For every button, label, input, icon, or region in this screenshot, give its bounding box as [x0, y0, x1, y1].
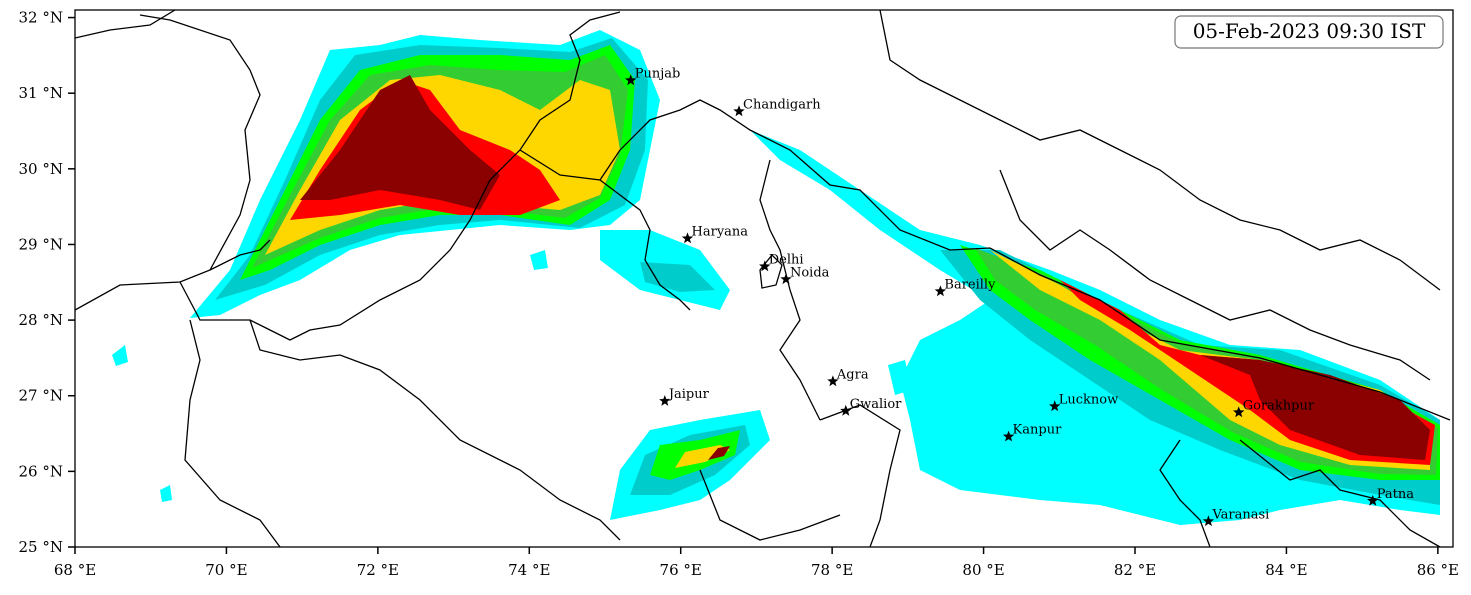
- x-tick-label: 68 °E: [54, 561, 96, 579]
- y-tick-label: 29 °N: [19, 235, 63, 253]
- city-marker: [681, 232, 694, 244]
- x-tick-label: 82 °E: [1114, 561, 1156, 579]
- timestamp: 05-Feb-2023 09:30 IST: [1193, 19, 1426, 43]
- precipitation-field: [112, 30, 1440, 525]
- y-tick-label: 28 °N: [19, 311, 63, 329]
- x-tick-label: 86 °E: [1417, 561, 1459, 579]
- city-marker: [1233, 406, 1245, 418]
- city-label: Chandigarh: [743, 97, 821, 112]
- plot-frame: [74, 9, 1454, 548]
- timestamp-box: [1174, 15, 1444, 49]
- city-marker: [780, 273, 792, 285]
- city-label: Punjab: [635, 66, 681, 81]
- city-marker: [934, 285, 947, 297]
- city-label: Bareilly: [944, 277, 996, 292]
- city-marker: [733, 105, 745, 117]
- city-label: Noida: [790, 265, 830, 280]
- y-tick-label: 25 °N: [19, 538, 63, 556]
- city-marker: [1202, 515, 1215, 527]
- city-label: Lucknow: [1059, 392, 1119, 407]
- city-marker: [827, 375, 839, 387]
- city-marker: [1049, 400, 1061, 412]
- y-tick-label: 32 °N: [19, 9, 63, 27]
- city-label: Varanasi: [1211, 507, 1269, 522]
- city-label: Patna: [1377, 487, 1415, 502]
- x-tick-label: 80 °E: [962, 561, 1004, 579]
- city-marker: [840, 404, 852, 416]
- x-tick-label: 84 °E: [1265, 561, 1307, 579]
- city-marker: [759, 260, 771, 272]
- city-marker: [625, 74, 637, 86]
- y-tick-label: 27 °N: [19, 387, 63, 405]
- city-label: Gwalior: [850, 397, 902, 412]
- city-marker: [1002, 430, 1015, 442]
- y-tick-label: 30 °N: [19, 160, 63, 178]
- x-tick-label: 74 °E: [508, 561, 550, 579]
- city-label: Gorakhpur: [1243, 398, 1315, 413]
- city-label: Kanpur: [1013, 423, 1063, 438]
- y-tick-label: 31 °N: [19, 84, 63, 102]
- y-tick-label: 26 °N: [19, 462, 63, 480]
- city-marker: [659, 395, 671, 406]
- borders: [75, 10, 1451, 547]
- x-tick-label: 76 °E: [660, 561, 702, 579]
- city-label: Jaipur: [667, 387, 710, 402]
- x-tick-label: 78 °E: [811, 561, 853, 579]
- city-marker: [1367, 494, 1379, 506]
- city-label: Agra: [836, 367, 869, 382]
- city-label: Haryana: [692, 224, 749, 239]
- x-tick-label: 72 °E: [357, 561, 399, 579]
- axes: 68 °E 70 °E 72 °E 74 °E 76 °E 78 °E 80 °E 82 °E…: [19, 9, 1459, 579]
- x-tick-label: 70 °E: [205, 561, 247, 579]
- city-label: Delhi: [769, 252, 804, 267]
